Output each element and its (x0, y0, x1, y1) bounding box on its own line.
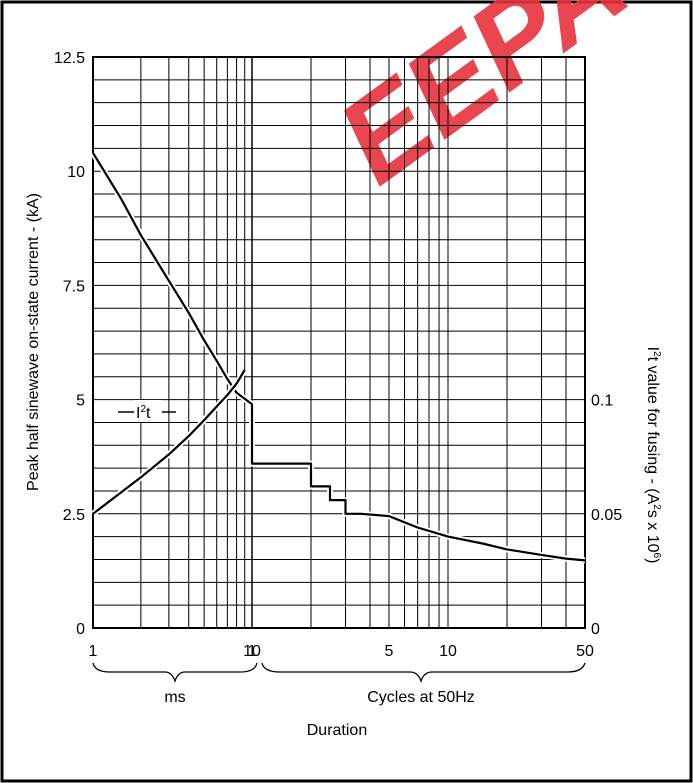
plot-area (92, 56, 586, 629)
x-tick-label-cycles: 10 (439, 643, 457, 660)
left-tick-label: 10 (67, 164, 85, 181)
left-tick-label: 0 (76, 621, 85, 638)
right-axis-ticks: 0 0.05 0.1 (591, 393, 622, 638)
left-tick-label: 12.5 (54, 50, 85, 67)
right-tick-label: 0.05 (591, 507, 622, 524)
svg-text:I2t: I2t (136, 404, 151, 422)
plot-grid (93, 57, 585, 628)
ms-brace (92, 662, 258, 684)
x-tick-label-cycles: 5 (385, 643, 394, 660)
ms-group-label: ms (164, 689, 185, 706)
cycles-group-label: Cycles at 50Hz (367, 689, 475, 706)
left-tick-label: 5 (76, 393, 85, 410)
plot-lines (90, 151, 586, 564)
x-tick-label-ms: 10 (243, 643, 261, 660)
left-tick-label: 7.5 (63, 278, 85, 295)
series-line (250, 404, 586, 562)
right-tick-label: 0 (591, 621, 600, 638)
x-axis-ticks: 1 101 5 10 50 (89, 643, 594, 660)
x-tick-label-ms: 1 (89, 643, 98, 660)
series-line (92, 369, 246, 515)
x-axis-label: Duration (307, 722, 367, 739)
cycles-brace (261, 662, 586, 684)
right-axis-label: I2t value for fusing - (A2s x 106) (644, 347, 662, 564)
left-axis-label: Peak half sinewave on-state current - (k… (25, 193, 42, 491)
right-tick-label: 0.1 (591, 393, 613, 410)
i2t-series-label: I2t (118, 400, 176, 422)
left-tick-label: 2.5 (63, 507, 85, 524)
x-tick-label-cycles: 50 (576, 643, 594, 660)
left-axis-ticks: 0 2.5 5 7.5 10 12.5 (54, 50, 85, 638)
x-tick-label-cycles: 1 (248, 643, 257, 660)
